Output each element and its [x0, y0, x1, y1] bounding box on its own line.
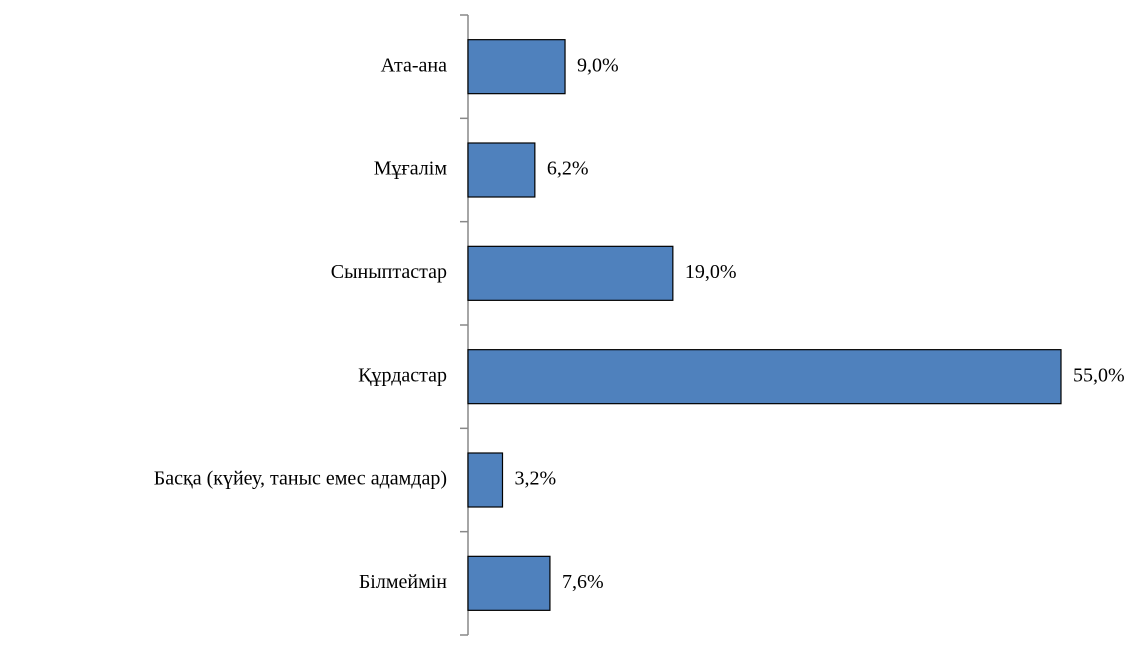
data-label: 7,6%	[562, 571, 604, 593]
bar	[467, 39, 566, 95]
y-tick-label: Құрдастар	[358, 364, 447, 386]
data-label: 3,2%	[515, 468, 557, 490]
data-label: 9,0%	[577, 54, 619, 76]
y-tick-label: Білмеймін	[359, 571, 447, 593]
data-label: 6,2%	[547, 158, 589, 180]
data-label: 19,0%	[685, 261, 737, 283]
y-tick-label: Басқа (күйеу, таныс емес адамдар)	[154, 468, 447, 490]
bar	[467, 452, 504, 508]
y-tick-label: Ата-ана	[381, 54, 448, 76]
bar	[467, 142, 536, 198]
y-tick-label: Сыныптастар	[331, 261, 447, 283]
y-tick-label: Мұғалім	[374, 158, 448, 180]
data-label: 55,0%	[1073, 364, 1125, 386]
bar	[467, 245, 674, 301]
bar	[467, 349, 1062, 405]
bar	[467, 555, 551, 611]
